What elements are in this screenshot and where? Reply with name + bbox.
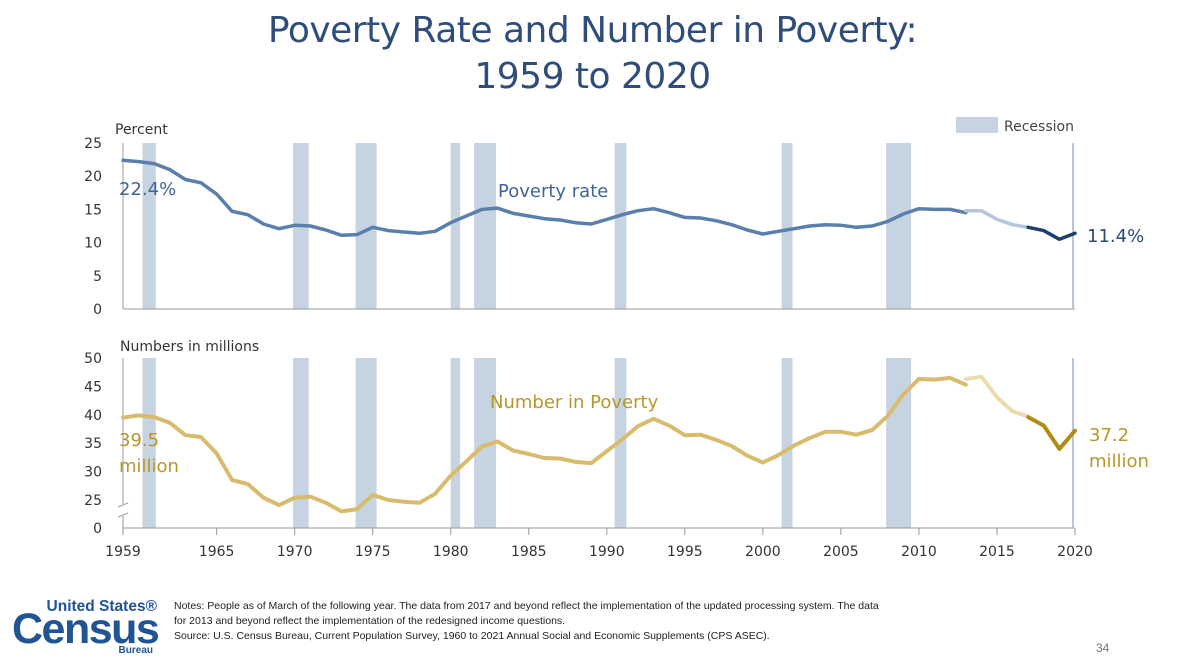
- x-tick-label: 2005: [823, 544, 859, 560]
- bottom-y-tick-label: 0: [93, 521, 102, 537]
- x-tick-label: 2000: [745, 544, 781, 560]
- x-tick-label: 1970: [277, 544, 313, 560]
- recession-band: [142, 143, 156, 309]
- x-tick-label: 1975: [355, 544, 391, 560]
- number-start-annotation-value: 39.5: [119, 430, 159, 451]
- recession-band: [293, 358, 309, 528]
- page-title: Poverty Rate and Number in Poverty: 1959…: [0, 8, 1185, 100]
- x-tick-label: 1959: [105, 544, 141, 560]
- poverty-chart: Recession Percent Numbers in millions Po…: [84, 117, 1149, 560]
- bottom-y-tick-label: 45: [84, 379, 102, 395]
- poverty-rate-line-light: [964, 208, 1030, 230]
- x-tick-label: 2020: [1057, 544, 1093, 560]
- top-y-tick-label: 10: [84, 236, 102, 252]
- recession-band: [781, 358, 793, 528]
- x-tick-label: 1990: [589, 544, 625, 560]
- logo-line-2: Census: [12, 605, 160, 653]
- top-y-tick-label: 15: [84, 202, 102, 218]
- footnotes: Notes: People as of March of the followi…: [174, 599, 1074, 644]
- slide-number: 34: [1096, 641, 1110, 655]
- recession-band: [614, 143, 627, 309]
- bottom-y-tick-label: 30: [84, 465, 102, 481]
- number-in-poverty-line-main: [121, 375, 968, 514]
- logo-line-1: United States®: [46, 598, 157, 615]
- poverty-rate-series-label: Poverty rate: [498, 181, 608, 202]
- series-lines: [121, 158, 1077, 514]
- recession-band: [474, 143, 496, 309]
- bottom-y-axis-label: Numbers in millions: [120, 339, 259, 355]
- recession-band: [355, 143, 377, 309]
- title-line-1: Poverty Rate and Number in Poverty:: [267, 10, 918, 51]
- recession-bands: [142, 143, 912, 528]
- number-in-poverty-line-dark: [1026, 415, 1077, 451]
- poverty-rate-line-main: [121, 158, 968, 238]
- bottom-y-tick-label: 35: [84, 436, 102, 452]
- top-y-axis-label: Percent: [115, 122, 168, 138]
- notes-line-1: Notes: People as of March of the followi…: [174, 600, 879, 612]
- source-line: Source: U.S. Census Bureau, Current Popu…: [174, 630, 770, 642]
- rate-start-annotation: 22.4%: [119, 179, 176, 200]
- title-line-2: 1959 to 2020: [474, 56, 711, 97]
- bottom-y-tick-label: 40: [84, 408, 102, 424]
- top-y-tick-label: 25: [84, 136, 102, 152]
- bottom-y-tick-label: 25: [84, 493, 102, 509]
- recession-band: [450, 358, 461, 528]
- number-end-annotation-value: 37.2: [1089, 425, 1129, 446]
- top-y-tick-label: 5: [93, 269, 102, 285]
- logo-line-3: Bureau: [118, 645, 153, 656]
- recession-band: [886, 358, 912, 528]
- tick-labels: 0 5 10 15 20 25 0 25 30 35 40 45 50 1959 1965 1970 1975 1…: [84, 136, 1093, 560]
- top-y-tick-label: 0: [93, 302, 102, 318]
- x-tick-label: 2015: [979, 544, 1015, 560]
- number-in-poverty-series-label: Number in Poverty: [490, 392, 659, 413]
- recession-band: [355, 358, 377, 528]
- bottom-y-tick-label: 50: [84, 351, 102, 367]
- legend-recession-label: Recession: [1004, 119, 1074, 135]
- recession-band: [450, 143, 461, 309]
- x-tick-label: 1965: [199, 544, 235, 560]
- x-tick-label: 2010: [901, 544, 937, 560]
- top-y-tick-label: 20: [84, 169, 102, 185]
- rate-end-annotation: 11.4%: [1087, 226, 1144, 247]
- notes-line-2: for 2013 and beyond reflect the implemen…: [174, 615, 566, 627]
- legend-recession-swatch: [956, 117, 998, 133]
- axes: [117, 143, 1075, 529]
- recession-band: [142, 358, 156, 528]
- number-start-annotation-unit: million: [119, 456, 179, 477]
- recession-band: [781, 143, 793, 309]
- number-in-poverty-line-light: [963, 374, 1031, 419]
- number-end-annotation-unit: million: [1089, 451, 1149, 472]
- x-tick-label: 1985: [511, 544, 547, 560]
- x-tick-label: 1980: [433, 544, 469, 560]
- recession-band: [474, 358, 496, 528]
- recession-band: [886, 143, 912, 309]
- x-tick-label: 1995: [667, 544, 703, 560]
- census-bureau-logo: United States® Census Bureau: [12, 598, 160, 660]
- poverty-rate-line-dark: [1026, 225, 1077, 242]
- axis-break-mark: [117, 502, 129, 518]
